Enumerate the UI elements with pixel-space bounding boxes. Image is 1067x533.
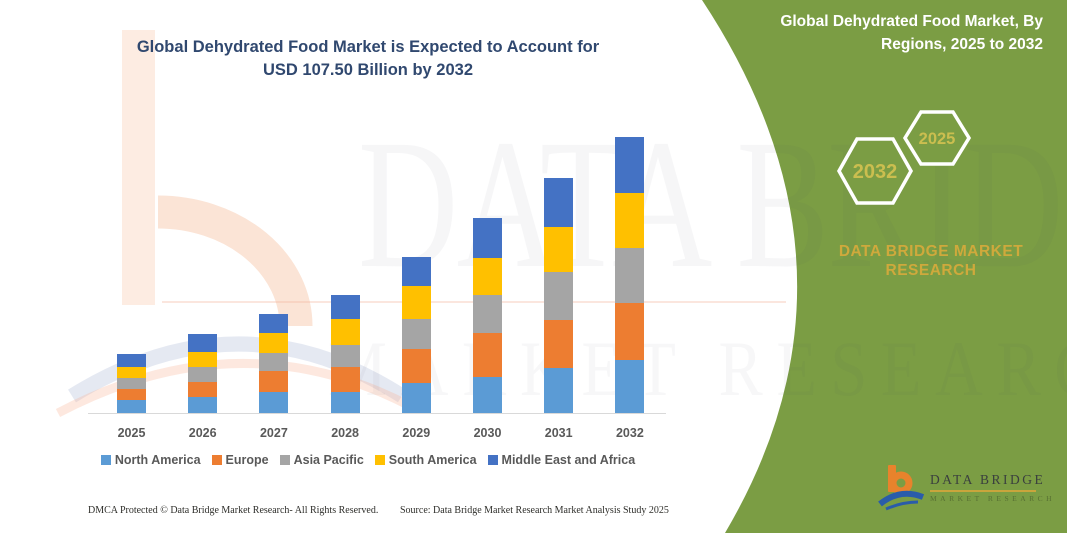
bar-segment-south-america xyxy=(330,319,360,346)
x-label-2031: 2031 xyxy=(544,426,573,440)
x-label-2028: 2028 xyxy=(331,426,359,440)
bar-segment-middle-east-and-africa xyxy=(330,295,360,320)
bar-segment-north-america xyxy=(188,397,218,414)
bar-segment-europe xyxy=(615,302,645,360)
bar-segment-north-america xyxy=(117,400,146,414)
bar-segment-middle-east-and-africa xyxy=(188,334,218,353)
legend-label: South America xyxy=(388,453,477,467)
bar-segment-europe xyxy=(259,371,289,393)
brand-line2: RESEARCH xyxy=(885,262,977,279)
hexagon-2032 xyxy=(836,137,914,205)
bar-segment-north-america xyxy=(401,383,431,414)
hexagon-2025 xyxy=(902,110,972,166)
bar-segment-asia-pacific xyxy=(188,367,218,383)
bar-segment-south-america xyxy=(117,366,146,378)
bar-segment-asia-pacific xyxy=(615,248,645,303)
legend-label: Europe xyxy=(225,453,269,467)
bar-2029 xyxy=(401,257,431,414)
panel-title: Global Dehydrated Food Market, By Region… xyxy=(780,13,1043,53)
bar-segment-europe xyxy=(473,332,502,377)
bar-segment-europe xyxy=(401,349,431,384)
bar-segment-south-america xyxy=(259,333,289,354)
bar-segment-north-america xyxy=(544,367,574,414)
legend-item-south-america: South America xyxy=(374,453,477,467)
bar-segment-middle-east-and-africa xyxy=(401,257,431,287)
legend-swatch-icon xyxy=(211,455,222,465)
legend-swatch-icon xyxy=(374,455,385,465)
bar-segment-asia-pacific xyxy=(330,345,360,368)
footer-source-text: Source: Data Bridge Market Research Mark… xyxy=(400,505,669,516)
x-label-2027: 2027 xyxy=(259,426,288,440)
bar-segment-middle-east-and-africa xyxy=(259,314,289,334)
bar-segment-south-america xyxy=(544,226,574,273)
dbmr-logo-text: DATA BRIDGE MARKET RESEARCH xyxy=(930,462,1055,503)
bar-2031 xyxy=(544,177,574,414)
bar-segment-europe xyxy=(188,382,218,397)
brand-text: DATA BRIDGE MARKET RESEARCH xyxy=(815,242,1047,280)
x-label-2025: 2025 xyxy=(117,426,146,440)
bar-segment-middle-east-and-africa xyxy=(615,137,645,194)
legend-item-europe: Europe xyxy=(211,453,269,467)
bar-segment-middle-east-and-africa xyxy=(473,217,502,258)
x-label-2026: 2026 xyxy=(188,426,217,440)
legend: North America Europe Asia Pacific South Ame… xyxy=(36,453,700,467)
legend-swatch-icon xyxy=(279,455,290,465)
bar-segment-south-america xyxy=(473,257,502,295)
legend-label: Middle East and Africa xyxy=(501,453,636,467)
bar-segment-asia-pacific xyxy=(544,272,574,320)
legend-swatch-icon xyxy=(487,455,498,465)
watermark-text-marketresearch: MARKET RESEARCH xyxy=(328,330,1067,408)
bar-segment-europe xyxy=(330,367,360,393)
bar-segment-south-america xyxy=(188,352,218,368)
chart-title: Global Dehydrated Food Market is Expecte… xyxy=(36,36,700,82)
bar-segment-europe xyxy=(544,319,574,368)
bar-2028 xyxy=(330,295,360,414)
legend-swatch-icon xyxy=(100,455,111,465)
legend-label: Asia Pacific xyxy=(293,453,364,467)
x-axis-line xyxy=(88,413,666,414)
dbmr-logo-name: DATA BRIDGE xyxy=(930,472,1046,487)
bar-segment-north-america xyxy=(473,376,502,414)
footer-dmca-text: DMCA Protected © Data Bridge Market Rese… xyxy=(88,505,379,516)
hexagon-2032-label: 2032 xyxy=(852,161,898,183)
bar-segment-middle-east-and-africa xyxy=(117,353,146,367)
dbmr-logo-rule xyxy=(930,490,1036,492)
bar-2030 xyxy=(473,217,502,414)
legend-item-north-america: North America xyxy=(100,453,201,467)
dbmr-logo: DATA BRIDGE MARKET RESEARCH xyxy=(876,462,1055,514)
legend-item-middle-east-and-africa: Middle East and Africa xyxy=(487,453,636,467)
x-label-2029: 2029 xyxy=(402,426,431,440)
chart-title-line2: USD 107.50 Billion by 2032 xyxy=(262,61,473,79)
dbmr-logo-sub: MARKET RESEARCH xyxy=(930,493,1056,503)
brand-line1: DATA BRIDGE MARKET xyxy=(838,243,1024,260)
bar-2032 xyxy=(615,137,645,414)
bar-segment-south-america xyxy=(615,193,645,249)
bar-segment-middle-east-and-africa xyxy=(544,177,574,227)
bar-2026 xyxy=(188,334,218,414)
bar-segment-north-america xyxy=(615,359,645,414)
bar-2025 xyxy=(117,353,146,414)
bar-segment-north-america xyxy=(330,392,360,414)
legend-label: North America xyxy=(114,453,201,467)
hexagon-2025-label: 2025 xyxy=(918,130,956,148)
bar-segment-asia-pacific xyxy=(473,294,502,333)
bar-segment-asia-pacific xyxy=(117,377,146,390)
bar-segment-north-america xyxy=(259,392,289,414)
x-label-2030: 2030 xyxy=(473,426,502,440)
legend-item-asia-pacific: Asia Pacific xyxy=(279,453,364,467)
bar-2027 xyxy=(259,314,289,414)
chart-title-line1: Global Dehydrated Food Market is Expecte… xyxy=(136,38,600,56)
bar-segment-asia-pacific xyxy=(259,353,289,372)
bar-segment-south-america xyxy=(401,286,431,320)
bar-segment-asia-pacific xyxy=(401,319,431,350)
bar-segment-europe xyxy=(117,389,146,401)
x-label-2032: 2032 xyxy=(615,426,644,440)
dbmr-logo-mark-icon xyxy=(876,462,926,514)
